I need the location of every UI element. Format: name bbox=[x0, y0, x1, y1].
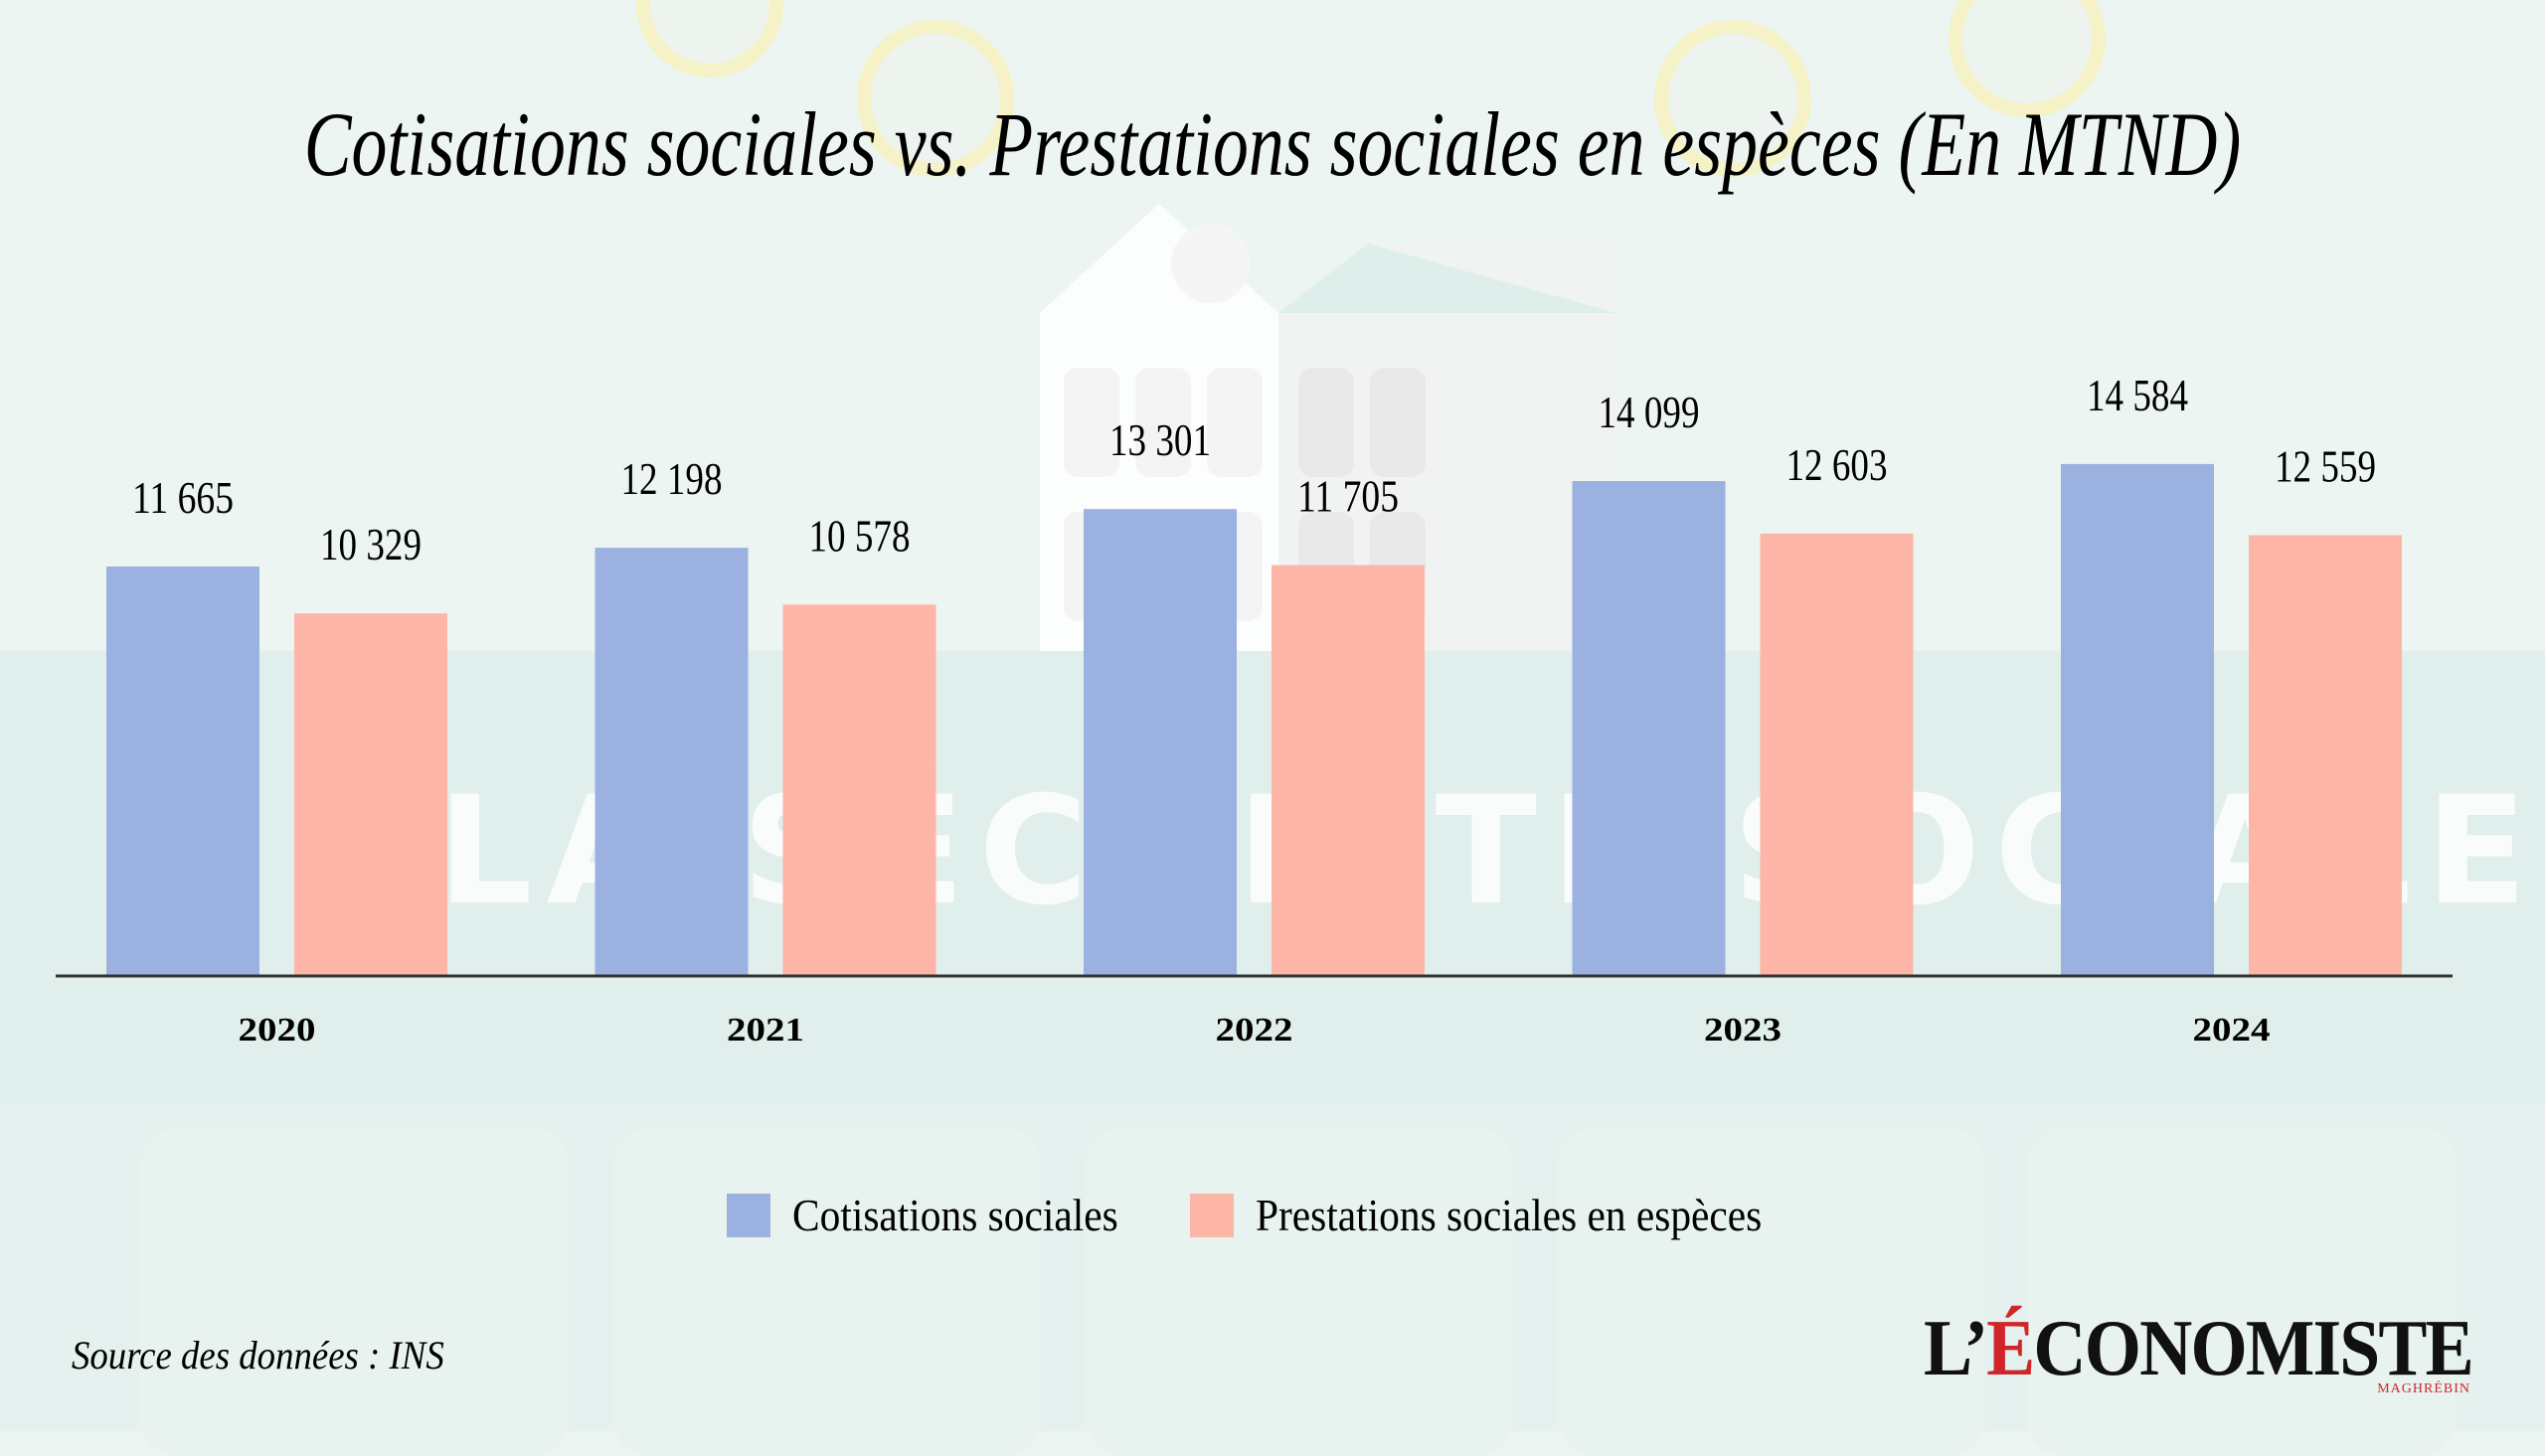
chart-legend: Cotisations sociales Prestations sociale… bbox=[0, 1189, 2545, 1241]
background-card bbox=[141, 1128, 569, 1456]
value-label-prestations-2021: 10 578 bbox=[809, 510, 911, 561]
publisher-logo: L’ É CONOMISTE MAGHRÉBIN bbox=[1924, 1304, 2480, 1396]
value-label-prestations-2020: 10 329 bbox=[320, 519, 422, 569]
bar-prestations-2024 bbox=[2249, 535, 2402, 976]
value-label-cotisations-2022: 13 301 bbox=[1109, 414, 1211, 465]
x-tick-labels-layer: 2020 2021 2022 2023 2024 bbox=[239, 1012, 2271, 1049]
bar-cotisations-2020 bbox=[106, 566, 259, 976]
value-labels-layer: 11 665 10 329 12 198 10 578 13 301 11 705 14 0… bbox=[132, 370, 2376, 569]
legend-label-cotisations: Cotisations sociales bbox=[791, 1190, 1118, 1240]
bar-prestations-2023 bbox=[1760, 533, 1914, 976]
data-source-note: Source des données : INS bbox=[72, 1333, 444, 1377]
bar-cotisations-2024 bbox=[2061, 463, 2214, 977]
bar-cotisations-2023 bbox=[1572, 481, 1726, 976]
euro-coin-icon bbox=[1654, 20, 1811, 177]
value-label-prestations-2023: 12 603 bbox=[1786, 439, 1888, 490]
value-label-cotisations-2024: 14 584 bbox=[2087, 370, 2188, 420]
value-label-prestations-2022: 11 705 bbox=[1297, 471, 1399, 522]
bar-prestations-2020 bbox=[294, 613, 447, 976]
bar-cotisations-2021 bbox=[594, 548, 749, 976]
logo-e-accent: É bbox=[1986, 1305, 2035, 1392]
value-label-cotisations-2020: 11 665 bbox=[132, 472, 234, 523]
x-tick-label-2024: 2024 bbox=[2193, 1012, 2271, 1049]
value-label-cotisations-2021: 12 198 bbox=[621, 453, 723, 504]
background-card bbox=[2028, 1128, 2456, 1456]
legend-swatch-cotisations bbox=[726, 1193, 770, 1237]
x-tick-label-2023: 2023 bbox=[1704, 1012, 1782, 1049]
value-label-cotisations-2023: 14 099 bbox=[1599, 387, 1700, 437]
bar-prestations-2022 bbox=[1272, 565, 1425, 976]
legend-item-cotisations: Cotisations sociales bbox=[726, 1189, 1154, 1241]
bar-prestations-2021 bbox=[782, 604, 936, 976]
x-tick-label-2021: 2021 bbox=[727, 1012, 804, 1049]
chart-title: Cotisations sociales vs. Prestations soc… bbox=[303, 93, 2242, 195]
logo-subtitle: MAGHRÉBIN bbox=[2377, 1381, 2470, 1396]
legend-label-prestations: Prestations sociales en espèces bbox=[1256, 1190, 1763, 1240]
bars-layer bbox=[106, 463, 2402, 977]
logo-wordmark: L’ É CONOMISTE bbox=[1924, 1304, 2474, 1394]
x-tick-label-2020: 2020 bbox=[239, 1012, 316, 1049]
x-tick-label-2022: 2022 bbox=[1216, 1012, 1293, 1049]
logo-prefix: L’ bbox=[1924, 1305, 1988, 1392]
logo-rest: CONOMISTE bbox=[2033, 1305, 2473, 1392]
legend-item-prestations: Prestations sociales en espèces bbox=[1190, 1189, 1818, 1241]
background-card bbox=[1086, 1128, 1513, 1456]
background-card bbox=[1558, 1128, 1985, 1456]
background-card bbox=[613, 1128, 1041, 1456]
value-label-prestations-2024: 12 559 bbox=[2275, 440, 2376, 491]
legend-swatch-prestations bbox=[1190, 1193, 1235, 1237]
bar-cotisations-2022 bbox=[1084, 509, 1237, 976]
